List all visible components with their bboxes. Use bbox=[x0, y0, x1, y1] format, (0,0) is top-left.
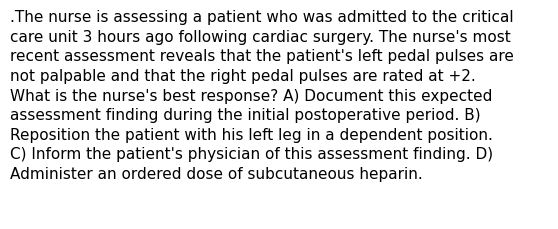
Text: .The nurse is assessing a patient who was admitted to the critical
care unit 3 h: .The nurse is assessing a patient who wa… bbox=[10, 10, 514, 181]
